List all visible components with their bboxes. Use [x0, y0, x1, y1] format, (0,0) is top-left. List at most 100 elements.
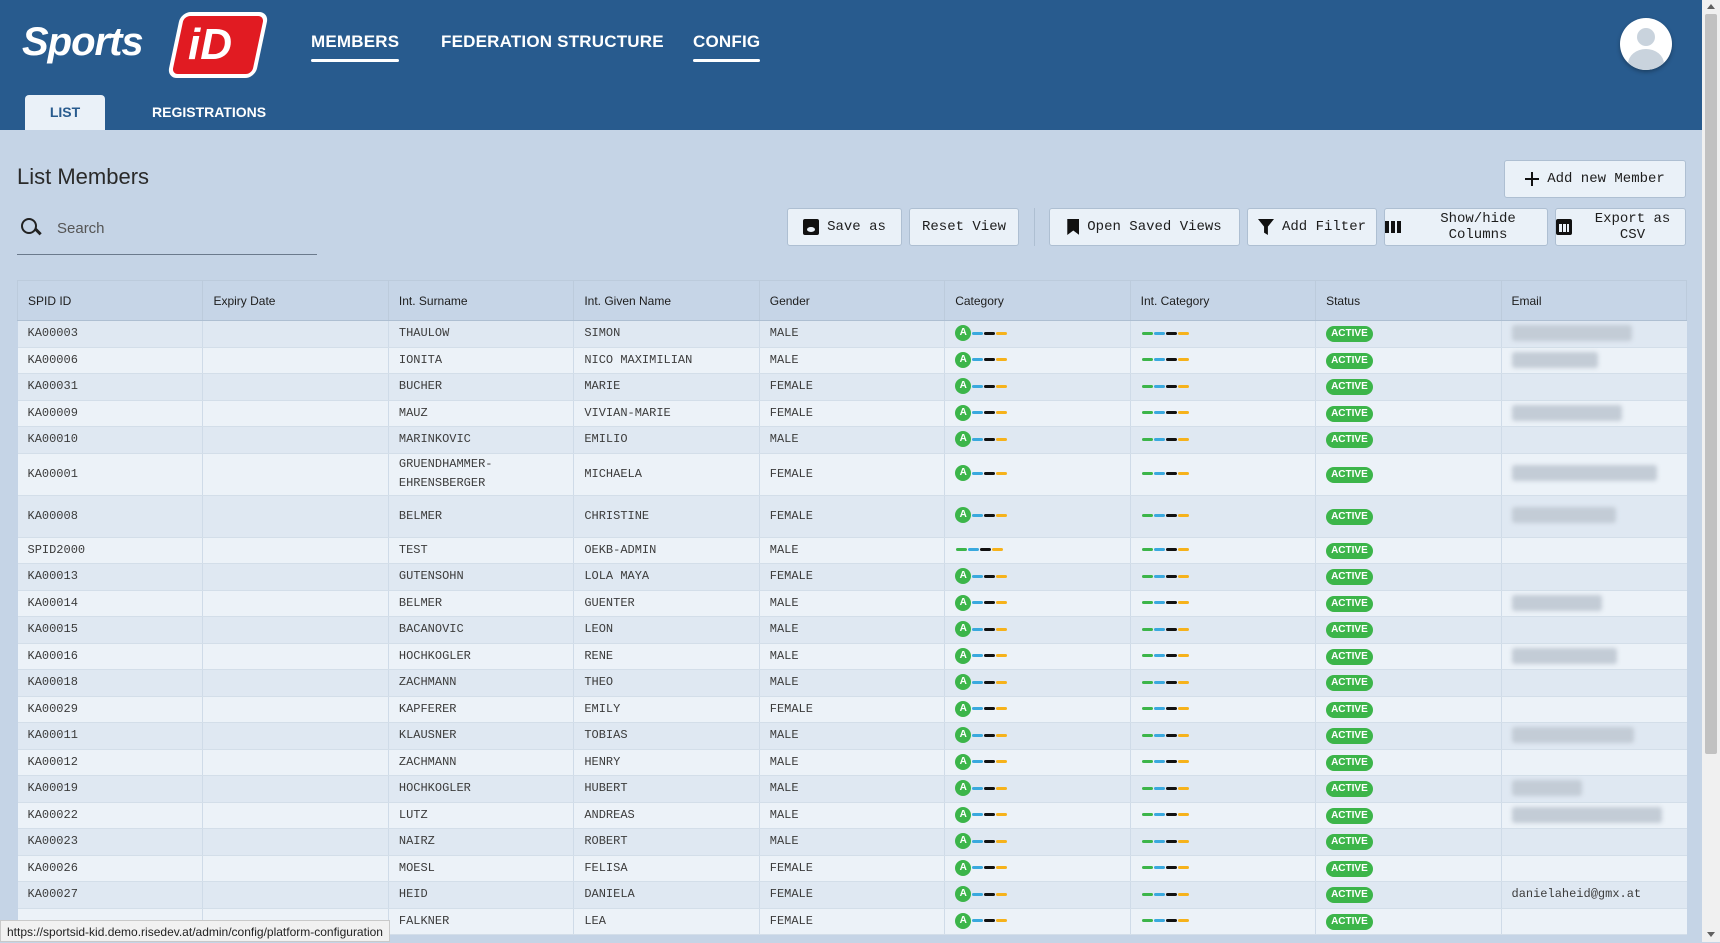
nav-federation-structure[interactable]: FEDERATION STRUCTURE — [441, 32, 664, 51]
column-header[interactable]: Int. Category — [1129, 280, 1317, 321]
cell-expiry-date — [202, 347, 389, 374]
category-indicator — [1141, 437, 1189, 441]
table-row[interactable]: KA00023 NAIRZ ROBERT MALE A ACTIVE — [17, 828, 1687, 856]
open-saved-views-button[interactable]: Open Saved Views — [1049, 208, 1240, 246]
redacted-email — [1511, 780, 1582, 797]
category-segment — [972, 574, 984, 578]
table-row[interactable]: KA00031 BUCHER MARIE FEMALE A ACTIVE — [17, 373, 1687, 401]
scroll-down-icon[interactable] — [1707, 932, 1715, 937]
column-header[interactable]: Int. Given Name — [573, 280, 760, 321]
table-row[interactable]: KA00027 HEID DANIELA FEMALE A ACTIVE danielahe… — [17, 881, 1687, 909]
table-row[interactable]: KA00003 THAULOW SIMON MALE A ACTIVE — [17, 320, 1687, 348]
category-segment — [996, 760, 1008, 764]
cell-expiry-date — [202, 749, 389, 776]
cell-surname: BELMER — [388, 495, 575, 538]
table-row[interactable]: KA00026 MOESL FELISA FEMALE A ACTIVE — [17, 855, 1687, 882]
table-row[interactable]: KA00012 ZACHMANN HENRY MALE A ACTIVE — [17, 749, 1687, 776]
category-segment — [1165, 786, 1177, 790]
cell-status: ACTIVE — [1315, 347, 1502, 374]
table-row[interactable]: SPID2000 TEST OEKB-ADMIN MALE ACTIVE — [17, 537, 1687, 564]
category-segment — [1165, 471, 1177, 475]
table-row[interactable]: KA00014 BELMER GUENTER MALE A ACTIVE — [17, 590, 1687, 617]
scroll-up-icon[interactable] — [1707, 4, 1715, 9]
vertical-scrollbar[interactable] — [1702, 0, 1720, 942]
user-avatar[interactable] — [1620, 18, 1672, 70]
cell-gender: MALE — [759, 537, 946, 564]
category-segment — [1177, 813, 1189, 817]
cell-spid-id: KA00014 — [17, 590, 204, 617]
search-input[interactable] — [55, 215, 305, 241]
category-segment — [1153, 866, 1165, 870]
add-new-member-button[interactable]: Add new Member — [1504, 160, 1686, 198]
category-segment — [996, 680, 1008, 684]
category-segment — [1153, 707, 1165, 711]
reset-view-button[interactable]: Reset View — [909, 208, 1019, 246]
cell-spid-id: KA00001 — [17, 453, 204, 496]
cell-status: ACTIVE — [1315, 373, 1502, 401]
scrollbar-thumb[interactable] — [1705, 14, 1717, 754]
column-header[interactable]: Gender — [758, 280, 946, 321]
column-header[interactable]: Email — [1500, 280, 1687, 321]
table-row[interactable]: KA00016 HOCHKOGLER RENE MALE A ACTIVE — [17, 643, 1687, 670]
add-filter-button[interactable]: Add Filter — [1247, 208, 1377, 246]
category-segment — [1141, 548, 1153, 552]
cell-given-name: RENE — [573, 643, 760, 670]
save-as-button[interactable]: Save as — [787, 208, 902, 246]
category-indicator — [1141, 574, 1189, 578]
table-row[interactable]: KA00011 KLAUSNER TOBIAS MALE A ACTIVE — [17, 722, 1687, 750]
tab-registrations[interactable]: REGISTRATIONS — [152, 104, 267, 120]
category-segment — [984, 760, 996, 764]
tab-list[interactable]: LIST — [25, 95, 105, 130]
nav-members[interactable]: MEMBERS — [311, 32, 400, 62]
column-header[interactable]: Category — [944, 280, 1131, 321]
status-badge: ACTIVE — [1326, 595, 1373, 612]
table-row[interactable]: KA00006 IONITA NICO MAXIMILIAN MALE A ACTIVE — [17, 347, 1687, 374]
cell-spid-id: KA00011 — [17, 722, 204, 750]
category-segment — [984, 707, 996, 711]
table-row[interactable]: KA00022 LUTZ ANDREAS MALE A ACTIVE — [17, 802, 1687, 829]
nav-config[interactable]: CONFIG — [693, 32, 761, 62]
cell-spid-id: KA00016 — [17, 643, 204, 670]
cell-status: ACTIVE — [1315, 881, 1502, 909]
category-segment — [1177, 680, 1189, 684]
category-badge: A — [955, 647, 972, 664]
category-segment — [1165, 919, 1177, 923]
category-segment — [984, 813, 996, 817]
column-header[interactable]: Status — [1315, 280, 1502, 321]
table-row[interactable]: KA00010 MARINKOVIC EMILIO MALE A ACTIVE — [17, 426, 1687, 454]
cell-expiry-date — [202, 855, 389, 882]
sportsid-logo[interactable]: Sports iD — [22, 12, 270, 80]
status-badge: ACTIVE — [1326, 675, 1373, 692]
category-segment — [1153, 358, 1165, 362]
column-header[interactable]: Expiry Date — [202, 280, 389, 321]
category-segment — [1153, 548, 1165, 552]
export-csv-button[interactable]: Export as CSV — [1555, 208, 1686, 246]
category-segment — [1153, 331, 1165, 335]
column-header[interactable]: Int. Surname — [387, 280, 575, 321]
cell-spid-id: KA00029 — [17, 696, 204, 723]
cell-gender: MALE — [759, 590, 946, 617]
cell-expiry-date — [202, 696, 389, 723]
category-segment — [996, 892, 1008, 896]
column-header[interactable]: SPID ID — [16, 280, 204, 321]
show-hide-columns-button[interactable]: Show/hide Columns — [1384, 208, 1548, 246]
cell-category: A — [944, 775, 1131, 803]
cell-int-category — [1130, 453, 1317, 496]
table-row[interactable]: KA00018 ZACHMANN THEO MALE A ACTIVE — [17, 669, 1687, 697]
category-segment — [996, 437, 1008, 441]
table-row[interactable]: KA00013 GUTENSOHN LOLA MAYA FEMALE A ACTIVE — [17, 563, 1687, 591]
redacted-email — [1511, 325, 1632, 342]
cell-status: ACTIVE — [1315, 696, 1502, 723]
category-indicator — [1141, 680, 1189, 684]
table-row[interactable]: KA00015 BACANOVIC LEON MALE A ACTIVE — [17, 616, 1687, 644]
cell-gender: MALE — [759, 347, 946, 374]
table-row[interactable]: KA00029 KAPFERER EMILY FEMALE A ACTIVE — [17, 696, 1687, 723]
table-row[interactable]: KA00001 GRUENDHAMMER-EHRENSBERGER MICHAELA… — [17, 453, 1687, 496]
table-row[interactable]: KA00008 BELMER CHRISTINE FEMALE A ACTIVE — [17, 495, 1687, 538]
table-row[interactable]: KA00009 MAUZ VIVIAN-MARIE FEMALE A ACTIVE — [17, 400, 1687, 427]
table-row[interactable]: KA00019 HOCHKOGLER HUBERT MALE A ACTIVE — [17, 775, 1687, 803]
category-indicator — [1141, 813, 1189, 817]
category-segment — [972, 866, 984, 870]
category-indicator: A — [955, 594, 1008, 611]
category-segment — [1165, 601, 1177, 605]
